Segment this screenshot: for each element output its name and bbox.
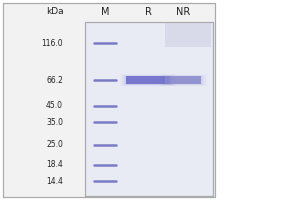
Bar: [124, 76, 172, 85]
Text: 45.0: 45.0: [46, 101, 63, 110]
Bar: [122, 75, 175, 86]
Text: 35.0: 35.0: [46, 118, 63, 127]
Text: 25.0: 25.0: [46, 140, 63, 149]
Text: R: R: [145, 7, 152, 17]
Bar: [85, 22, 213, 196]
Bar: [159, 74, 207, 86]
Bar: [165, 76, 201, 84]
Bar: [164, 76, 202, 85]
Bar: [123, 75, 173, 85]
Text: NR: NR: [176, 7, 190, 17]
Text: 18.4: 18.4: [46, 160, 63, 169]
Bar: [85, 22, 213, 196]
Text: kDa: kDa: [46, 7, 64, 17]
Bar: [160, 75, 206, 86]
Bar: [120, 74, 176, 86]
Text: 116.0: 116.0: [41, 39, 63, 48]
Text: M: M: [101, 7, 109, 17]
Bar: [162, 75, 204, 85]
Text: 14.4: 14.4: [46, 177, 63, 186]
Bar: [3, 3, 215, 197]
Bar: [126, 76, 170, 84]
Bar: [165, 22, 211, 47]
Text: 66.2: 66.2: [46, 76, 63, 85]
Bar: [3, 3, 215, 197]
